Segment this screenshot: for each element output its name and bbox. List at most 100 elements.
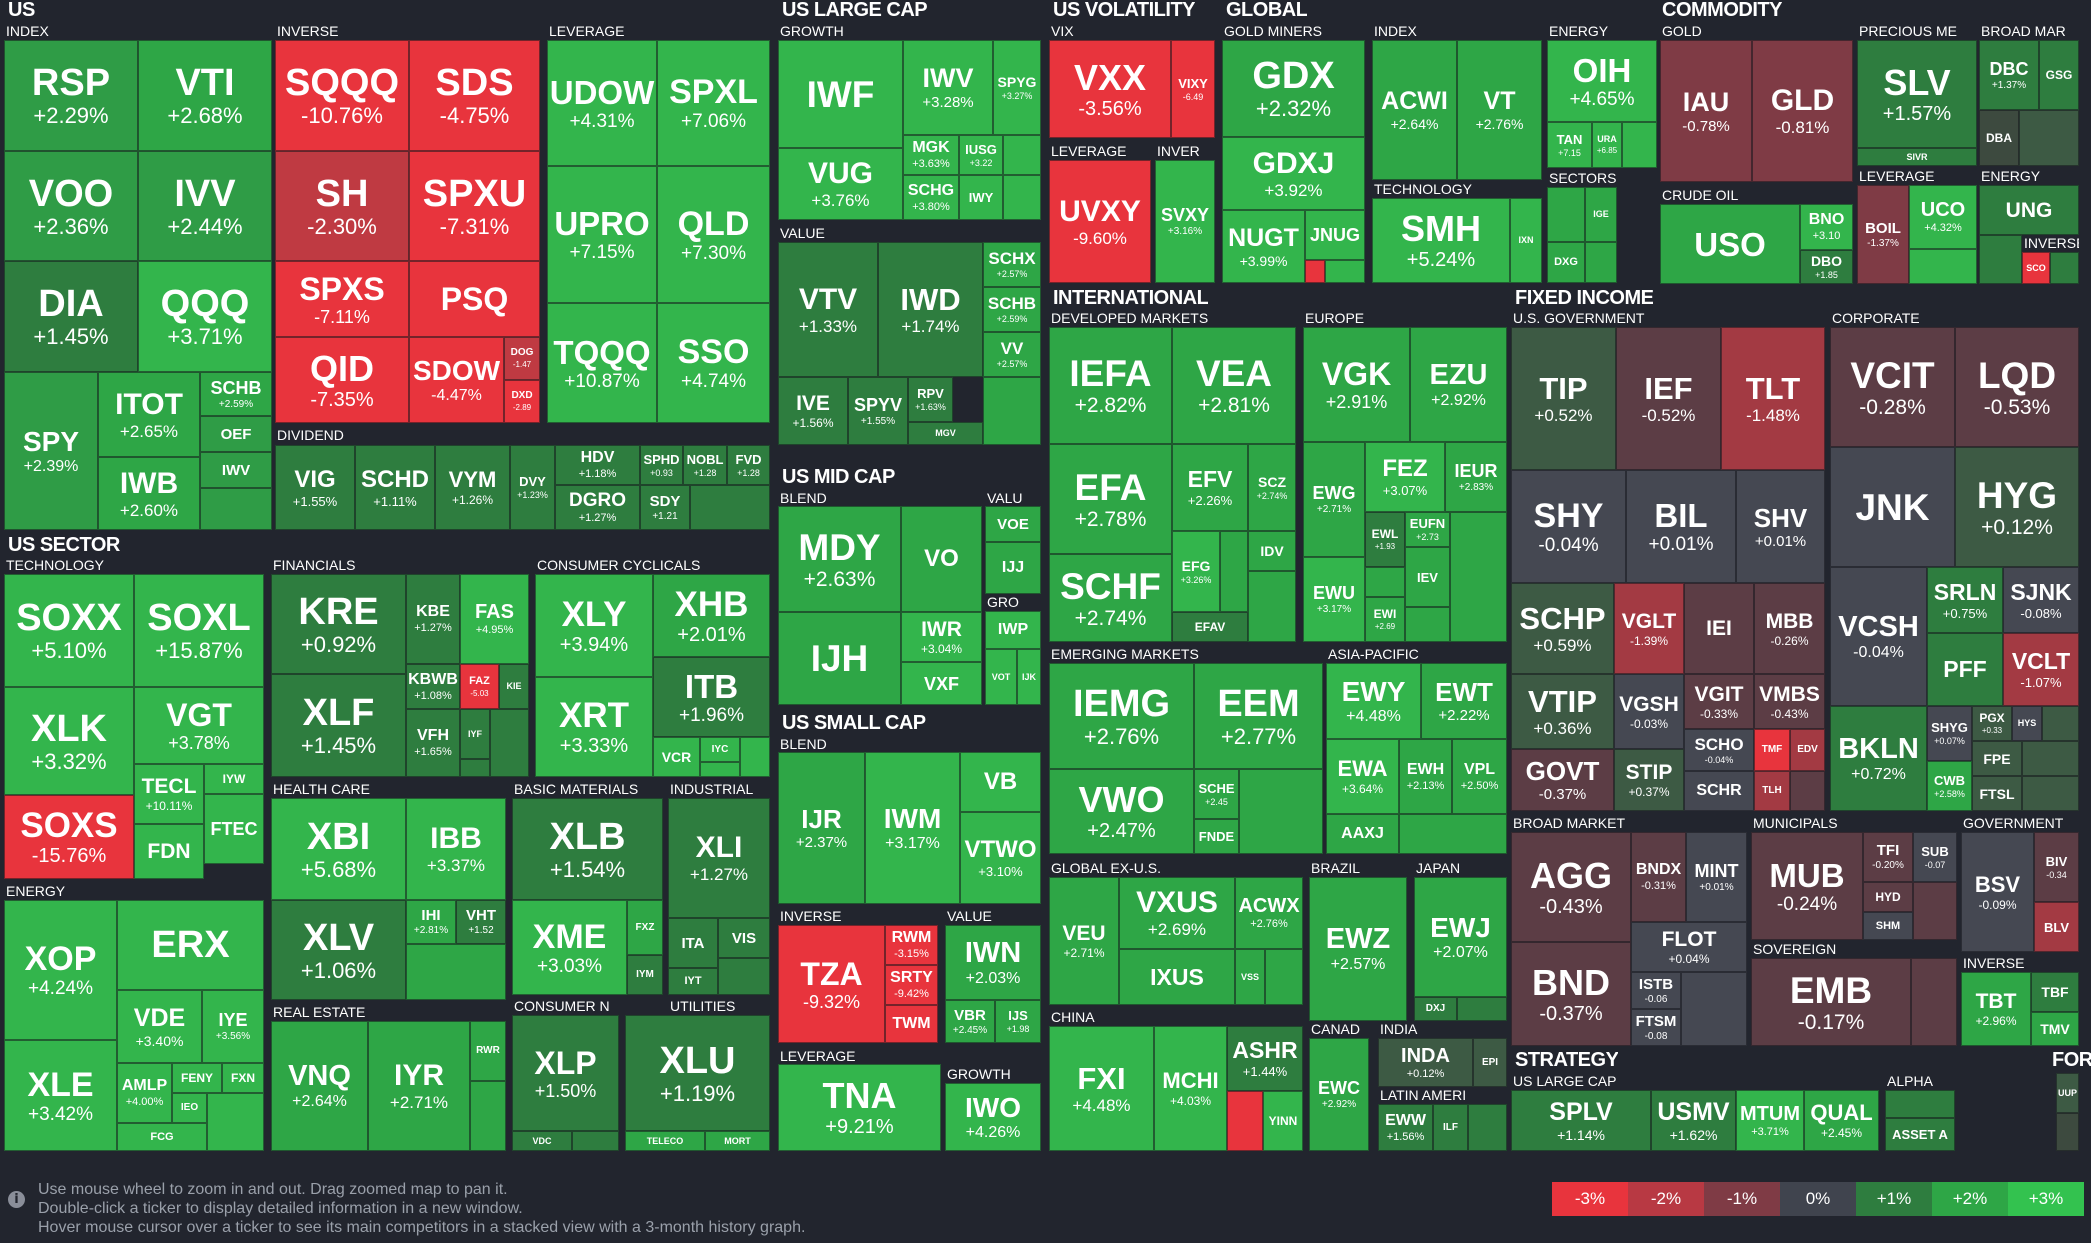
ticker-tile[interactable]: SHYG +0.07% (1927, 706, 1972, 761)
ticker-tile[interactable] (1220, 531, 1248, 612)
ticker-tile[interactable]: SPXS -7.11% (275, 261, 409, 337)
ticker-tile[interactable]: URA +6.85 (1592, 122, 1622, 168)
ticker-tile[interactable]: SCHB +2.59% (983, 287, 1041, 332)
ticker-tile[interactable]: GLD -0.81% (1752, 40, 1853, 182)
ticker-tile[interactable]: VTIP +0.36% (1511, 674, 1614, 749)
ticker-tile[interactable]: FAZ -5.03 (460, 664, 499, 709)
ticker-tile[interactable]: BNO +3.10 (1800, 204, 1853, 250)
ticker-tile[interactable]: FTSM -0.08 (1631, 1009, 1681, 1046)
ticker-tile[interactable]: CWB +2.58% (1927, 761, 1972, 811)
ticker-tile[interactable]: FCG (117, 1123, 207, 1151)
ticker-tile[interactable]: EWG +2.71% (1303, 442, 1365, 557)
ticker-tile[interactable]: SCHE +2.45 (1194, 769, 1239, 819)
ticker-tile[interactable]: VIXY -6.49 (1171, 40, 1215, 138)
ticker-tile[interactable]: EEM +2.77% (1194, 663, 1323, 769)
ticker-tile[interactable]: DOG -1.47 (504, 337, 540, 380)
ticker-tile[interactable]: EWI +2.69 (1365, 597, 1405, 642)
ticker-tile[interactable]: SHM (1863, 912, 1913, 940)
ticker-tile[interactable]: BSV -0.09% (1961, 832, 2034, 952)
ticker-tile[interactable]: FNDE (1194, 819, 1239, 854)
ticker-tile[interactable]: IWN +2.03% (945, 925, 1041, 1000)
ticker-tile[interactable]: VGT +3.78% (134, 687, 264, 764)
ticker-tile[interactable]: SVXY +3.16% (1155, 160, 1215, 283)
ticker-tile[interactable]: SPYV +1.55% (848, 377, 908, 445)
ticker-tile[interactable]: SCHX +2.57% (983, 242, 1041, 287)
ticker-tile[interactable]: XLV +1.06% (271, 900, 406, 1000)
ticker-tile[interactable]: UCO +4.32% (1909, 185, 1977, 249)
ticker-tile[interactable]: EFAV (1172, 612, 1248, 642)
ticker-tile[interactable]: FXZ (627, 900, 663, 955)
ticker-tile[interactable] (1227, 1091, 1263, 1151)
ticker-tile[interactable]: TAN +7.15 (1547, 122, 1592, 168)
ticker-tile[interactable]: SCHF +2.74% (1049, 554, 1172, 642)
ticker-tile[interactable]: VCR (653, 737, 700, 777)
ticker-tile[interactable]: TQQQ +10.87% (547, 303, 657, 423)
ticker-tile[interactable]: HYS (2012, 706, 2042, 741)
ticker-tile[interactable]: IXUS (1119, 949, 1235, 1005)
ticker-tile[interactable]: XLF +1.45% (271, 674, 406, 777)
ticker-tile[interactable]: VGK +2.91% (1303, 327, 1410, 442)
ticker-tile[interactable]: SRLN +0.75% (1927, 567, 2003, 633)
ticker-tile[interactable]: VOT (985, 649, 1017, 705)
ticker-tile[interactable]: SHV +0.01% (1736, 470, 1825, 583)
ticker-tile[interactable] (2050, 252, 2079, 284)
ticker-tile[interactable]: FTEC (204, 794, 264, 864)
ticker-tile[interactable]: ACWX +2.76% (1235, 877, 1303, 949)
ticker-tile[interactable] (1468, 1104, 1507, 1151)
ticker-tile[interactable]: TZA -9.32% (778, 925, 885, 1043)
ticker-tile[interactable]: IJS +1.98 (995, 1000, 1041, 1043)
ticker-tile[interactable] (1622, 122, 1657, 168)
ticker-tile[interactable] (2019, 110, 2079, 166)
ticker-tile[interactable]: EDV (1790, 729, 1825, 771)
ticker-tile[interactable]: IEUR +2.83% (1445, 442, 1507, 512)
ticker-tile[interactable]: ERX (117, 900, 264, 990)
ticker-tile[interactable] (1003, 135, 1041, 175)
ticker-tile[interactable]: IWV (200, 452, 272, 488)
ticker-tile[interactable]: XRT +3.33% (535, 677, 653, 777)
ticker-tile[interactable]: IVV +2.44% (138, 151, 272, 261)
ticker-tile[interactable] (200, 488, 272, 530)
ticker-tile[interactable]: AGG -0.43% (1511, 832, 1631, 942)
ticker-tile[interactable]: JNUG (1305, 210, 1365, 260)
ticker-tile[interactable]: VHT +1.52 (456, 900, 506, 944)
ticker-tile[interactable]: MBB -0.26% (1754, 583, 1825, 674)
ticker-tile[interactable] (406, 944, 506, 1000)
ticker-tile[interactable]: PGX +0.33 (1972, 706, 2012, 741)
ticker-tile[interactable]: NOBL +1.28 (683, 445, 727, 485)
ticker-tile[interactable]: TMF (1754, 729, 1790, 771)
ticker-tile[interactable]: XBI +5.68% (271, 798, 406, 900)
ticker-tile[interactable]: NUGT +3.99% (1222, 210, 1305, 283)
ticker-tile[interactable]: MINT +0.01% (1686, 832, 1747, 922)
ticker-tile[interactable]: IEFA +2.82% (1049, 327, 1172, 444)
ticker-tile[interactable]: OEF (200, 416, 272, 452)
ticker-tile[interactable]: EFA +2.78% (1049, 444, 1172, 554)
ticker-tile[interactable]: SCHO -0.04% (1684, 729, 1754, 771)
ticker-tile[interactable]: MUB -0.24% (1751, 832, 1863, 940)
ticker-tile[interactable]: VCSH -0.04% (1830, 567, 1927, 706)
ticker-tile[interactable]: VYM +1.26% (435, 445, 510, 530)
ticker-tile[interactable]: VWO +2.47% (1049, 769, 1194, 854)
ticker-tile[interactable]: IBB +3.37% (406, 798, 506, 900)
ticker-tile[interactable]: KBE +1.27% (406, 574, 460, 664)
ticker-tile[interactable]: PFF (1927, 633, 2003, 706)
ticker-tile[interactable]: DXG (1547, 242, 1585, 283)
ticker-tile[interactable]: IEMG +2.76% (1049, 663, 1194, 769)
ticker-tile[interactable]: SPY +2.39% (4, 372, 98, 530)
ticker-tile[interactable]: SLV +1.57% (1857, 40, 1977, 148)
ticker-tile[interactable]: SDS -4.75% (409, 40, 540, 151)
ticker-tile[interactable]: FXI +4.48% (1049, 1026, 1154, 1151)
ticker-tile[interactable]: SPLV +1.14% (1511, 1090, 1651, 1151)
ticker-tile[interactable]: TFI -0.20% (1863, 832, 1913, 882)
ticker-tile[interactable]: SDY +1.21 (640, 485, 690, 530)
ticker-tile[interactable]: VUG +3.76% (778, 148, 903, 220)
ticker-tile[interactable]: BIV -0.34 (2034, 832, 2079, 902)
ticker-tile[interactable]: SJNK -0.08% (2003, 567, 2079, 633)
ticker-tile[interactable]: FPE (1972, 741, 2022, 776)
ticker-tile[interactable]: OIH +4.65% (1547, 40, 1657, 122)
ticker-tile[interactable] (1979, 235, 2022, 284)
ticker-tile[interactable]: XLU +1.19% (625, 1015, 770, 1131)
ticker-tile[interactable]: RPV +1.63% (908, 377, 953, 422)
ticker-tile[interactable]: FDN (134, 824, 204, 879)
ticker-tile[interactable]: DBO +1.85 (1800, 250, 1853, 284)
ticker-tile[interactable]: IYT (668, 968, 718, 995)
